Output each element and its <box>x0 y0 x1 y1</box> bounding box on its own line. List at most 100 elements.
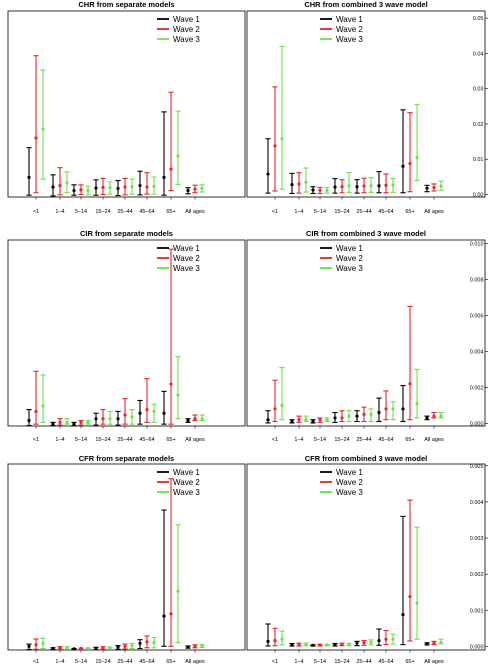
point-estimate <box>101 646 105 650</box>
point-estimate <box>186 645 190 649</box>
legend-label: Wave 1 <box>336 244 363 253</box>
point-estimate <box>51 185 55 189</box>
plot-frame <box>7 463 246 651</box>
point-estimate <box>333 416 337 420</box>
point-estimate <box>347 642 351 646</box>
x-tick-label: 25–44 <box>356 209 371 215</box>
point-estimate <box>101 185 105 189</box>
point-estimate <box>116 417 120 421</box>
point-estimate <box>304 418 308 422</box>
legend-label: Wave 3 <box>173 35 200 44</box>
point-estimate <box>391 407 395 411</box>
legend-label: Wave 2 <box>336 478 363 487</box>
point-estimate <box>162 411 166 415</box>
y-tick-label: 0.001 <box>470 608 484 614</box>
point-estimate <box>145 640 149 644</box>
point-estimate <box>123 185 127 189</box>
x-tick-label: All ages <box>185 209 205 215</box>
point-estimate <box>186 418 190 423</box>
point-estimate <box>51 422 55 426</box>
x-tick-label: 65+ <box>405 209 414 215</box>
point-estimate <box>325 643 329 647</box>
point-estimate <box>58 646 62 650</box>
plot-frame <box>246 239 486 427</box>
point-estimate <box>377 410 381 415</box>
point-estimate <box>347 414 351 418</box>
point-estimate <box>65 420 69 424</box>
legend-label: Wave 2 <box>336 25 363 34</box>
x-tick-label: 25–44 <box>356 659 371 665</box>
y-tick-label: 0.006 <box>470 313 484 319</box>
point-estimate <box>34 409 38 414</box>
point-estimate <box>41 404 45 408</box>
point-estimate <box>58 420 62 424</box>
point-estimate <box>145 407 149 412</box>
point-estimate <box>176 589 180 593</box>
point-estimate <box>369 184 373 188</box>
point-estimate <box>145 185 149 189</box>
x-tick-label: 65+ <box>166 659 175 665</box>
point-estimate <box>290 419 294 424</box>
point-estimate <box>152 409 156 414</box>
chart-panel-3: CIR from separate models <1 1–4 5–14 15–24 25… <box>7 229 246 443</box>
x-tick-label: 5–14 <box>314 209 326 215</box>
point-estimate <box>304 642 308 647</box>
point-estimate <box>408 594 412 599</box>
point-estimate <box>333 642 337 647</box>
point-estimate <box>401 613 405 617</box>
chart-panel-5: CFR from separate models <1 1–4 5–14 15–24 25… <box>7 454 246 665</box>
point-estimate <box>72 422 76 426</box>
legend-label: Wave 1 <box>336 15 363 24</box>
point-estimate <box>200 186 204 191</box>
point-estimate <box>94 646 98 650</box>
x-tick-label: All ages <box>185 437 205 443</box>
point-estimate <box>377 639 381 643</box>
point-estimate <box>86 646 90 651</box>
point-estimate <box>355 641 359 645</box>
chart-panel-2: CHR from combined 3 wave model 0.00 0.01 0.… <box>246 0 488 215</box>
x-tick-label: 25–44 <box>117 659 132 665</box>
point-estimate <box>355 414 359 418</box>
legend-label: Wave 3 <box>173 488 200 497</box>
x-tick-label: 25–44 <box>356 437 371 443</box>
point-estimate <box>123 413 127 417</box>
chart-panel-6: CFR from combined 3 wave model 0.000 0.001… <box>246 454 488 665</box>
point-estimate <box>65 181 69 185</box>
point-estimate <box>186 188 190 193</box>
point-estimate <box>432 641 436 645</box>
point-estimate <box>266 418 270 422</box>
y-tick-label: 0.002 <box>470 385 484 391</box>
y-tick-label: 0.04 <box>473 51 484 57</box>
x-tick-label: 45–64 <box>378 659 393 665</box>
point-estimate <box>318 188 322 192</box>
y-tick-label: 0.002 <box>470 572 484 578</box>
y-tick-label: 0.00 <box>473 193 484 199</box>
point-estimate <box>355 185 359 189</box>
point-estimate <box>34 136 38 140</box>
point-estimate <box>425 416 429 420</box>
x-tick-label: 45–64 <box>139 437 154 443</box>
point-estimate <box>425 186 429 190</box>
legend-label: Wave 2 <box>336 254 363 263</box>
chart-title: CFR from combined 3 wave model <box>305 454 428 463</box>
point-estimate <box>108 186 112 190</box>
point-estimate <box>439 414 443 418</box>
legend-label: Wave 2 <box>173 25 200 34</box>
legend-label: Wave 3 <box>173 264 200 273</box>
point-estimate <box>391 183 395 187</box>
point-estimate <box>432 414 436 418</box>
x-tick-label: 5–14 <box>314 659 326 665</box>
point-estimate <box>41 641 45 645</box>
x-tick-label: 45–64 <box>378 437 393 443</box>
y-tick-label: 0.008 <box>470 278 484 284</box>
point-estimate <box>138 641 142 645</box>
point-estimate <box>162 614 166 618</box>
legend-label: Wave 1 <box>173 468 200 477</box>
point-estimate <box>123 644 127 648</box>
point-estimate <box>193 187 197 191</box>
point-estimate <box>391 637 395 641</box>
point-estimate <box>176 154 180 158</box>
point-estimate <box>415 155 419 160</box>
legend-label: Wave 1 <box>173 15 200 24</box>
x-tick-label: 5–14 <box>314 437 326 443</box>
